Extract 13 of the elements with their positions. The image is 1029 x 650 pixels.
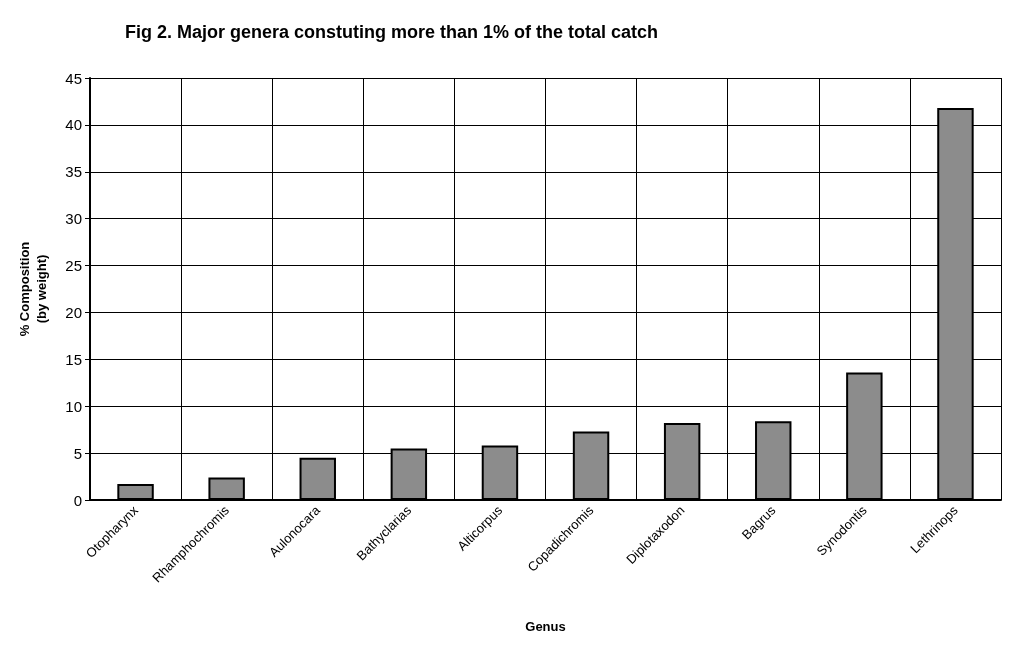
y-tick-label: 5 <box>73 444 82 462</box>
y-tick-label: 0 <box>73 491 82 509</box>
y-axis-title: % Composition (by weight) <box>17 241 49 337</box>
y-tick-label: 15 <box>65 350 82 368</box>
y-tick-label: 20 <box>65 303 82 321</box>
chart-title: Fig 2. Major genera constuting more than 1% of the total catch <box>125 22 659 42</box>
y-tick-label: 45 <box>65 69 82 87</box>
y-tick-label: 35 <box>65 163 82 181</box>
y-tick-label: 10 <box>65 397 82 415</box>
x-axis-title: Genus <box>525 619 566 634</box>
y-tick-label: 30 <box>65 210 82 228</box>
y-tick-label: 40 <box>65 116 82 134</box>
y-tick-label: 25 <box>65 257 82 275</box>
